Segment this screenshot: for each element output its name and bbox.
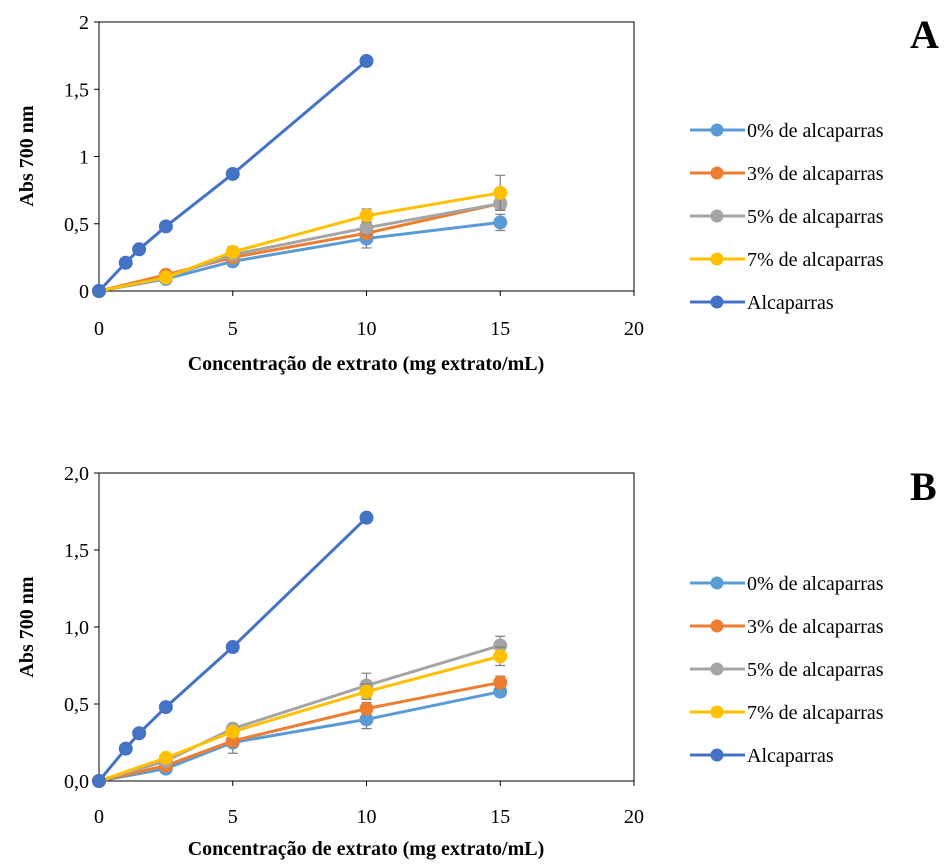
data-point: [494, 676, 507, 689]
y-tick-label: 1,5: [64, 79, 89, 101]
x-tick-label: 15: [490, 806, 510, 828]
x-tick-label: 5: [228, 806, 238, 828]
y-axis-title-a: Abs 700 nm: [16, 105, 38, 206]
legend-label: 0% de alcaparras: [747, 120, 884, 142]
data-point: [133, 727, 146, 740]
data-point: [159, 271, 172, 284]
data-point: [159, 701, 172, 714]
legend-label: 7% de alcaparras: [747, 249, 884, 271]
y-tick-labels-b: 0,0 0,5 1,0 1,5 2,0: [64, 463, 89, 793]
panel-b: B 0 5 10 15 20 0,0 0,5 1,0 1,5 2,0 Conce…: [16, 463, 937, 860]
data-point: [119, 256, 132, 269]
legend-label: 3% de alcaparras: [747, 163, 884, 185]
x-tick-label: 20: [624, 318, 644, 340]
legend-label: 0% de alcaparras: [747, 573, 884, 595]
y-tick-label: 1: [79, 147, 89, 169]
data-point: [93, 775, 106, 788]
y-tick-label: 0: [79, 281, 89, 303]
legend-marker: [711, 210, 724, 223]
legend-label: 7% de alcaparras: [747, 702, 884, 724]
x-tick-label: 20: [624, 806, 644, 828]
legend-label: 5% de alcaparras: [747, 206, 884, 228]
x-tick-label: 15: [490, 318, 510, 340]
data-point: [494, 186, 507, 199]
legend-marker: [711, 296, 724, 309]
legend-marker: [711, 749, 724, 762]
y-tick-labels-a: 0 0,5 1 1,5 2: [64, 12, 89, 303]
panel-a: A 0 5 10 15 20 0 0,5 1 1,5 2 Concentraçã…: [16, 12, 939, 375]
data-point: [360, 55, 373, 68]
legend-a: 0% de alcaparras 3% de alcaparras 5% de …: [690, 120, 884, 314]
data-point: [159, 751, 172, 764]
y-axis-title-b: Abs 700 nm: [16, 576, 38, 677]
legend-label: 5% de alcaparras: [747, 659, 884, 681]
x-axis-title-a: Concentração de extrato (mg extrato/mL): [188, 353, 545, 375]
y-tick-label: 0,0: [64, 771, 89, 793]
data-point: [93, 285, 106, 298]
x-axis-title-b: Concentração de extrato (mg extrato/mL): [188, 838, 545, 860]
data-point: [360, 702, 373, 715]
y-tick-label: 1,0: [64, 617, 89, 639]
legend-marker: [711, 706, 724, 719]
x-tick-labels-a: 0 5 10 15 20: [94, 318, 644, 340]
x-tick-label: 10: [357, 318, 377, 340]
legend-marker: [711, 253, 724, 266]
legend-label: Alcaparras: [747, 745, 834, 767]
panel-label-a: A: [910, 12, 939, 57]
y-tick-label: 2,0: [64, 463, 89, 485]
data-point: [226, 167, 239, 180]
data-point: [360, 221, 373, 234]
data-point: [494, 216, 507, 229]
legend-b: 0% de alcaparras 3% de alcaparras 5% de …: [690, 573, 884, 767]
y-tick-label: 2: [79, 12, 89, 34]
legend-marker: [711, 577, 724, 590]
y-tick-label: 0,5: [64, 214, 89, 236]
x-tick-labels-b: 0 5 10 15 20: [94, 806, 644, 828]
panel-label-b: B: [910, 464, 937, 509]
data-point: [360, 511, 373, 524]
data-point: [226, 641, 239, 654]
data-point: [226, 725, 239, 738]
data-point: [226, 245, 239, 258]
y-tick-label: 1,5: [64, 540, 89, 562]
x-tick-label: 0: [94, 806, 104, 828]
data-point: [494, 650, 507, 663]
y-tick-label: 0,5: [64, 694, 89, 716]
data-point: [360, 685, 373, 698]
data-point: [159, 220, 172, 233]
x-tick-label: 10: [357, 806, 377, 828]
data-point: [133, 243, 146, 256]
x-tick-label: 0: [94, 318, 104, 340]
legend-marker: [711, 167, 724, 180]
legend-label: 3% de alcaparras: [747, 616, 884, 638]
x-tick-label: 5: [228, 318, 238, 340]
legend-marker: [711, 663, 724, 676]
legend-marker: [711, 620, 724, 633]
legend-label: Alcaparras: [747, 292, 834, 314]
data-point: [360, 209, 373, 222]
legend-marker: [711, 124, 724, 137]
data-point: [119, 742, 132, 755]
